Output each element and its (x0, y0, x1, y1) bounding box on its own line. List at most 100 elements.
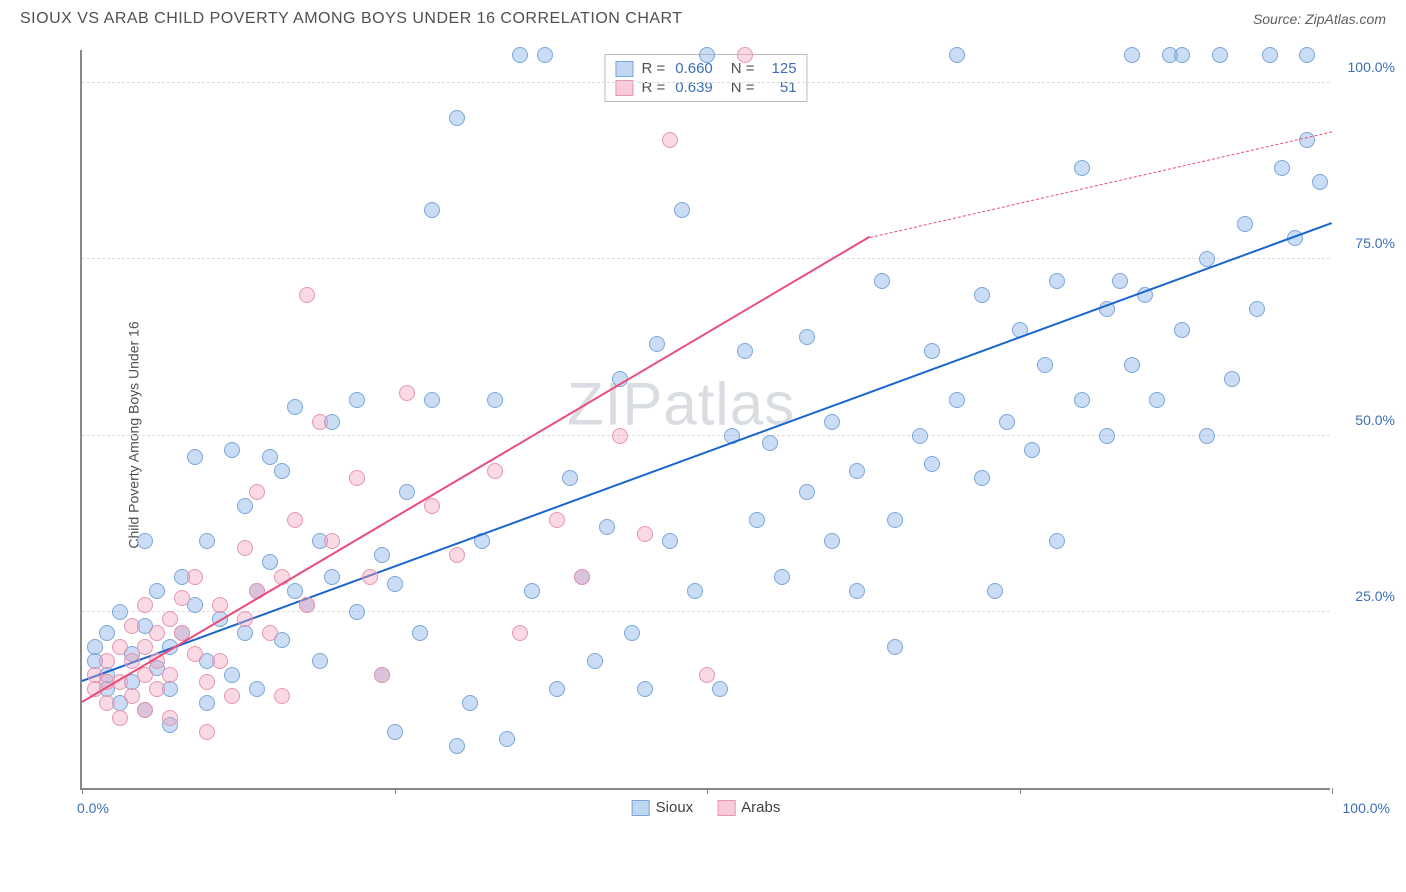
data-point (987, 583, 1003, 599)
n-value: 125 (765, 60, 797, 77)
data-point (1199, 428, 1215, 444)
data-point (174, 590, 190, 606)
data-point (249, 484, 265, 500)
data-point (699, 47, 715, 63)
data-point (699, 667, 715, 683)
data-point (1249, 301, 1265, 317)
data-point (387, 724, 403, 740)
legend-item: Sioux (632, 799, 694, 816)
data-point (537, 47, 553, 63)
data-point (412, 625, 428, 641)
data-point (137, 702, 153, 718)
gridline (82, 258, 1330, 259)
data-point (224, 667, 240, 683)
data-point (449, 547, 465, 563)
legend-swatch (717, 800, 735, 816)
data-point (662, 132, 678, 148)
data-point (274, 463, 290, 479)
data-point (449, 110, 465, 126)
r-label: R = (641, 60, 665, 77)
data-point (112, 710, 128, 726)
data-point (199, 695, 215, 711)
data-point (237, 611, 253, 627)
data-point (249, 681, 265, 697)
data-point (624, 625, 640, 641)
legend-item: Arabs (717, 799, 780, 816)
data-point (924, 456, 940, 472)
scatter-plot: ZIPatlas 0.0% 100.0% R =0.660N =125R =0.… (80, 50, 1330, 790)
data-point (637, 526, 653, 542)
data-point (912, 428, 928, 444)
data-point (487, 392, 503, 408)
legend-row: R =0.639N =51 (615, 78, 796, 97)
data-point (887, 512, 903, 528)
data-point (849, 583, 865, 599)
data-point (1124, 357, 1140, 373)
data-point (1099, 428, 1115, 444)
data-point (737, 47, 753, 63)
data-point (587, 653, 603, 669)
data-point (1149, 392, 1165, 408)
data-point (262, 554, 278, 570)
x-tick-mark (707, 788, 708, 794)
chart-header: SIOUX VS ARAB CHILD POVERTY AMONG BOYS U… (0, 0, 1406, 34)
data-point (312, 414, 328, 430)
data-point (562, 470, 578, 486)
data-point (362, 569, 378, 585)
data-point (112, 639, 128, 655)
data-point (687, 583, 703, 599)
data-point (762, 435, 778, 451)
data-point (399, 484, 415, 500)
data-point (324, 533, 340, 549)
data-point (1024, 442, 1040, 458)
data-point (237, 540, 253, 556)
data-point (674, 202, 690, 218)
data-point (849, 463, 865, 479)
data-point (99, 653, 115, 669)
source-credit: Source: ZipAtlas.com (1253, 11, 1386, 27)
data-point (149, 583, 165, 599)
y-tick-label: 75.0% (1355, 235, 1395, 251)
x-tick-mark (395, 788, 396, 794)
x-tick-mark (1332, 788, 1333, 794)
data-point (512, 625, 528, 641)
data-point (549, 681, 565, 697)
x-tick-min: 0.0% (77, 800, 109, 816)
legend-swatch (615, 61, 633, 77)
data-point (287, 583, 303, 599)
trend-line-extrapolated (869, 132, 1332, 239)
data-point (1299, 47, 1315, 63)
data-point (824, 533, 840, 549)
data-point (737, 343, 753, 359)
data-point (87, 639, 103, 655)
data-point (1074, 160, 1090, 176)
data-point (99, 625, 115, 641)
chart-title: SIOUX VS ARAB CHILD POVERTY AMONG BOYS U… (20, 10, 683, 28)
data-point (199, 674, 215, 690)
data-point (99, 695, 115, 711)
data-point (499, 731, 515, 747)
data-point (974, 287, 990, 303)
data-point (512, 47, 528, 63)
gridline (82, 82, 1330, 83)
data-point (1174, 47, 1190, 63)
data-point (524, 583, 540, 599)
x-tick-max: 100.0% (1343, 800, 1390, 816)
data-point (237, 498, 253, 514)
data-point (287, 399, 303, 415)
data-point (1049, 273, 1065, 289)
data-point (1299, 132, 1315, 148)
legend-label: Arabs (741, 799, 780, 816)
data-point (1237, 216, 1253, 232)
data-point (1124, 47, 1140, 63)
data-point (1037, 357, 1053, 373)
data-point (124, 688, 140, 704)
data-point (187, 646, 203, 662)
data-point (199, 533, 215, 549)
data-point (599, 519, 615, 535)
data-point (1074, 392, 1090, 408)
data-point (187, 569, 203, 585)
data-point (137, 533, 153, 549)
y-tick-label: 50.0% (1355, 412, 1395, 428)
data-point (949, 392, 965, 408)
